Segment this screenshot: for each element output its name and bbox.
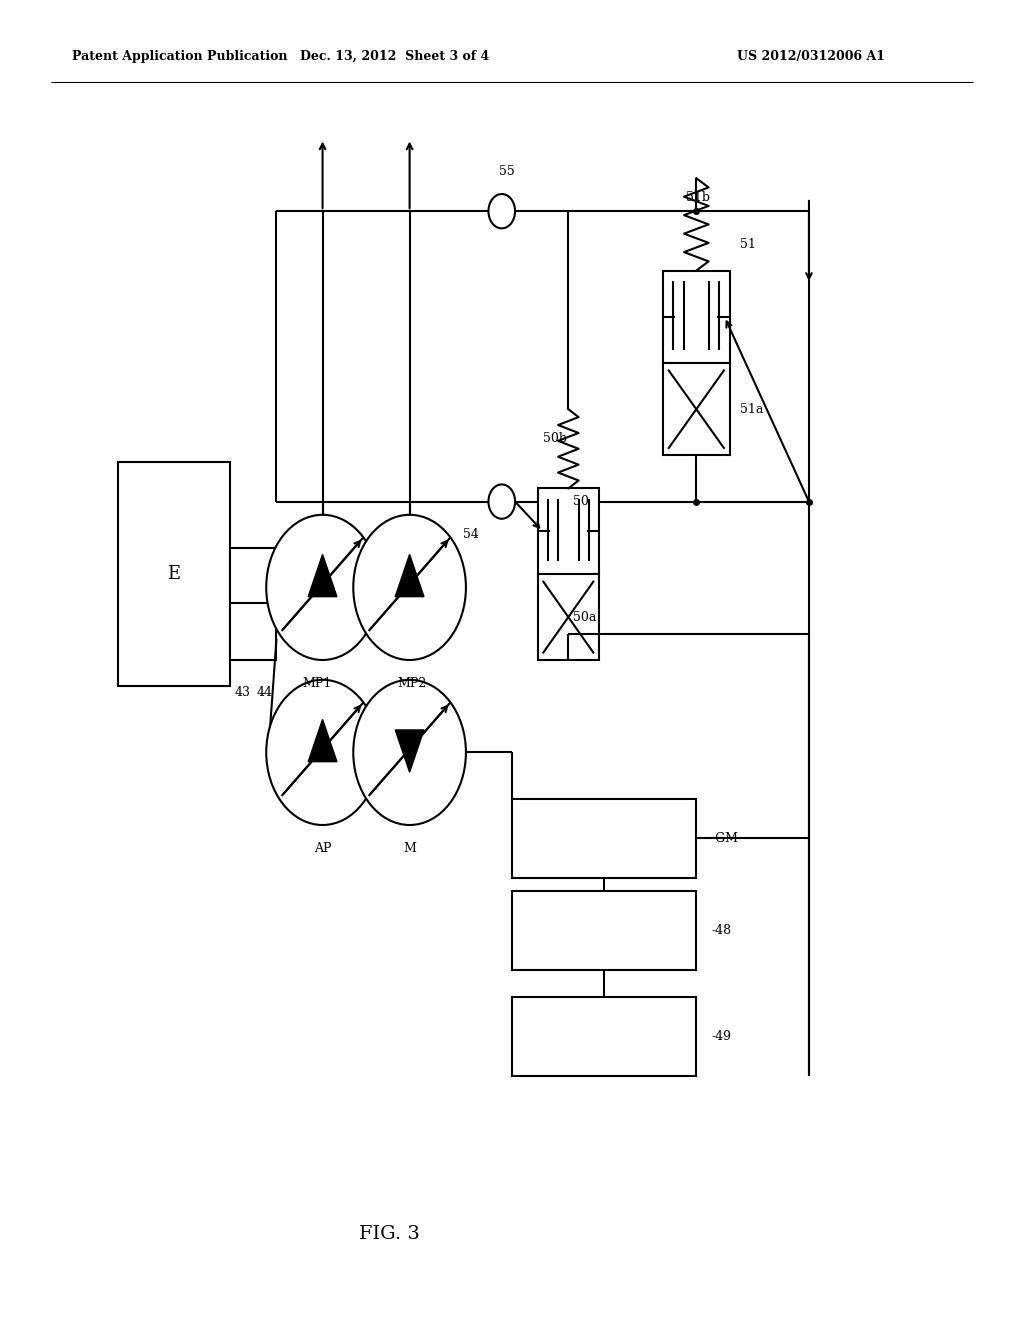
Text: E: E: [168, 565, 180, 583]
Polygon shape: [308, 554, 337, 597]
Circle shape: [353, 680, 466, 825]
Circle shape: [266, 680, 379, 825]
Bar: [538, 574, 599, 660]
Bar: [538, 488, 599, 574]
Text: M: M: [403, 842, 416, 855]
Text: MP1: MP1: [303, 677, 332, 690]
Text: MP2: MP2: [397, 677, 426, 690]
Text: US 2012/0312006 A1: US 2012/0312006 A1: [737, 50, 886, 63]
Text: AP: AP: [313, 842, 332, 855]
Bar: [512, 997, 696, 1076]
Circle shape: [266, 515, 379, 660]
Text: Dec. 13, 2012  Sheet 3 of 4: Dec. 13, 2012 Sheet 3 of 4: [300, 50, 488, 63]
Circle shape: [353, 515, 466, 660]
Text: 55: 55: [499, 165, 515, 178]
Text: 51: 51: [739, 238, 756, 251]
Text: 50b: 50b: [543, 432, 566, 445]
Text: 54: 54: [463, 528, 479, 541]
Bar: [664, 363, 730, 455]
Polygon shape: [395, 554, 424, 597]
Circle shape: [488, 484, 515, 519]
Text: -48: -48: [712, 924, 732, 937]
Bar: [512, 799, 696, 878]
Text: 50a: 50a: [573, 611, 597, 623]
Bar: [118, 462, 230, 686]
Polygon shape: [395, 730, 424, 772]
Bar: [664, 271, 730, 363]
Bar: [230, 548, 276, 660]
Text: 51b: 51b: [686, 191, 710, 205]
Polygon shape: [308, 719, 337, 762]
Text: FIG. 3: FIG. 3: [358, 1225, 420, 1243]
Text: 44: 44: [256, 686, 272, 700]
Text: -GM: -GM: [712, 832, 738, 845]
Text: 51a: 51a: [739, 403, 763, 416]
Text: -49: -49: [712, 1030, 732, 1043]
Text: 43: 43: [234, 686, 251, 700]
Text: 50: 50: [573, 495, 590, 508]
Text: Patent Application Publication: Patent Application Publication: [72, 50, 287, 63]
Bar: [512, 891, 696, 970]
Circle shape: [488, 194, 515, 228]
